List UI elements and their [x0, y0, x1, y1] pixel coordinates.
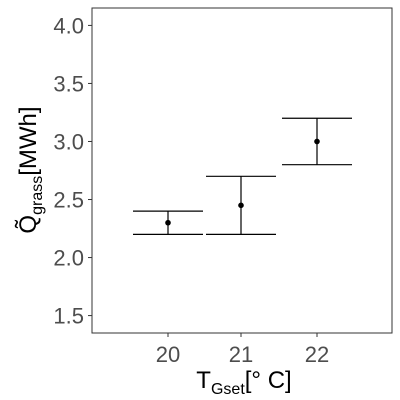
- y-tick-label: 2.0: [53, 246, 84, 271]
- x-axis-title: TGset[° C]: [196, 367, 291, 398]
- points: [165, 138, 320, 226]
- y-axis-title: Q̃grass[MWh]: [15, 106, 46, 233]
- y-tick-label: 3.5: [53, 71, 84, 96]
- x-tick-label: 22: [305, 342, 329, 367]
- x-axis: 20 21 22: [156, 333, 329, 367]
- data-point: [238, 202, 244, 209]
- x-tick-label: 20: [156, 342, 180, 367]
- y-tick-label: 4.0: [53, 13, 84, 38]
- y-tick-label: 2.5: [53, 188, 84, 213]
- y-tick-label: 1.5: [53, 304, 84, 329]
- y-tick-label: 3.0: [53, 129, 84, 154]
- y-axis: 1.5 2.0 2.5 3.0 3.5 4.0: [53, 13, 92, 329]
- data-point: [165, 219, 171, 226]
- panel-border: [91, 7, 393, 334]
- data-point: [314, 138, 320, 145]
- x-tick-label: 21: [229, 342, 253, 367]
